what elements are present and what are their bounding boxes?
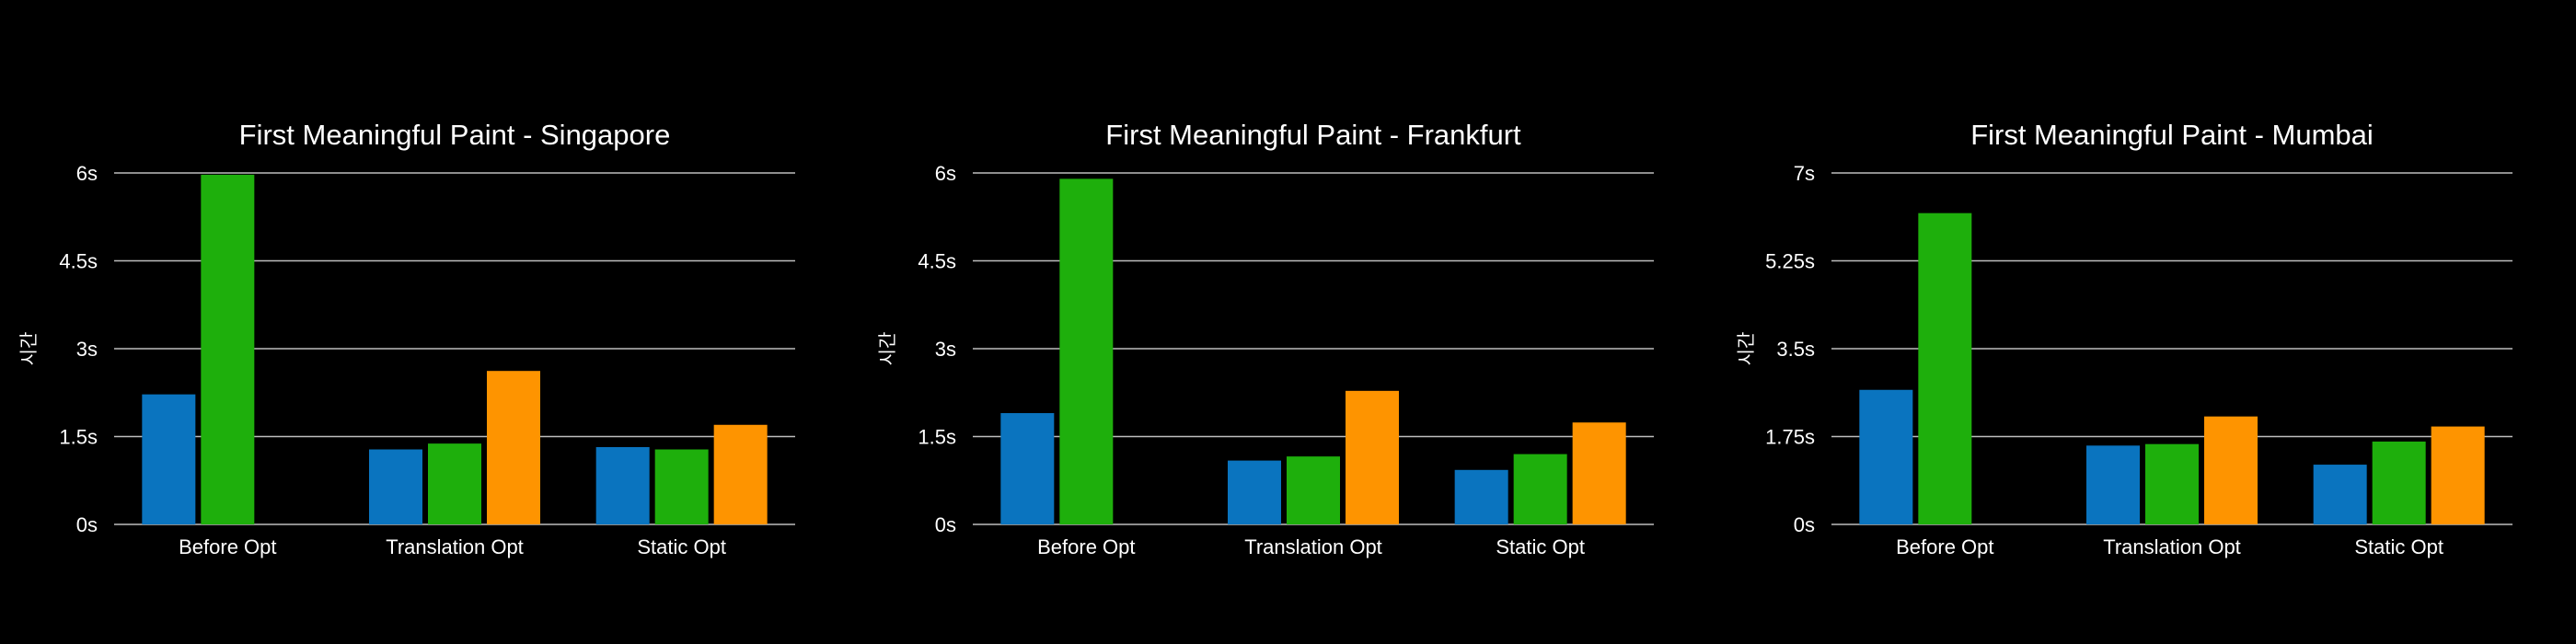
x-tick-label: Translation Opt: [1244, 535, 1382, 558]
y-tick-label: 1.75s: [1765, 426, 1815, 449]
bar: [1454, 469, 1508, 524]
y-axis-label: 시간: [17, 332, 40, 366]
bar: [1059, 178, 1114, 524]
x-tick-label: Static Opt: [637, 535, 726, 558]
x-tick-label: Translation Opt: [2103, 535, 2241, 558]
bar: [654, 449, 709, 524]
bar: [1572, 422, 1626, 524]
y-tick-label: 7s: [1794, 162, 1815, 185]
bar: [595, 446, 650, 524]
chart-title: First Meaningful Paint - Mumbai: [1970, 119, 2374, 151]
bar: [1346, 390, 1399, 524]
y-tick-label: 0s: [1794, 513, 1815, 536]
bar: [713, 424, 768, 524]
y-tick-label: 4.5s: [918, 250, 956, 273]
chart-panel: First Meaningful Paint - Frankfurt 시간 0s 1.…: [876, 119, 1654, 558]
x-tick-label: Static Opt: [2354, 535, 2443, 558]
bar: [2204, 416, 2258, 524]
y-tick-label: 4.5s: [59, 250, 98, 273]
bar: [2431, 426, 2485, 524]
bar: [2086, 445, 2140, 524]
x-tick-label: Static Opt: [1496, 535, 1585, 558]
bar: [2372, 441, 2426, 524]
x-tick-label: Before Opt: [1896, 535, 1993, 558]
x-tick-label: Before Opt: [179, 535, 276, 558]
y-tick-label: 0s: [935, 513, 956, 536]
x-tick-label: Before Opt: [1037, 535, 1135, 558]
bar: [1228, 460, 1281, 524]
y-tick-label: 0s: [76, 513, 98, 536]
y-tick-label: 3s: [935, 338, 956, 361]
chart-panel: First Meaningful Paint - Mumbai 시간 0s 1.75s…: [1735, 119, 2512, 558]
x-tick-label: Translation Opt: [386, 535, 524, 558]
chart-panel: First Meaningful Paint - Singapore 시간 0s 1.…: [17, 119, 795, 558]
bar: [2313, 465, 2367, 524]
bar: [201, 174, 255, 524]
bar: [142, 394, 196, 524]
bar: [1000, 413, 1055, 524]
bar: [1513, 454, 1567, 524]
bar: [1287, 456, 1340, 524]
bar: [487, 371, 540, 524]
y-tick-label: 3s: [76, 338, 98, 361]
bar: [2145, 443, 2199, 524]
bar: [1859, 389, 1913, 524]
chart-title: First Meaningful Paint - Frankfurt: [1105, 119, 1521, 151]
y-tick-label: 5.25s: [1765, 250, 1815, 273]
y-axis-label: 시간: [876, 332, 898, 366]
y-tick-label: 3.5s: [1776, 338, 1815, 361]
y-tick-label: 6s: [935, 162, 956, 185]
bar: [369, 449, 422, 524]
chart-title: First Meaningful Paint - Singapore: [239, 119, 671, 151]
bar: [428, 443, 481, 524]
y-tick-label: 1.5s: [918, 426, 956, 449]
y-axis-label: 시간: [1735, 332, 1757, 366]
y-tick-label: 1.5s: [59, 426, 98, 449]
y-tick-label: 6s: [76, 162, 98, 185]
bar: [1918, 213, 1972, 524]
